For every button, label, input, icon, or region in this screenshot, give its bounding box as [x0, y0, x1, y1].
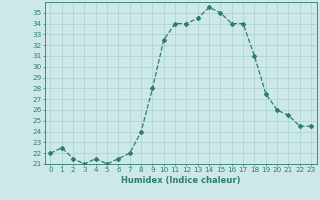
- X-axis label: Humidex (Indice chaleur): Humidex (Indice chaleur): [121, 176, 241, 185]
